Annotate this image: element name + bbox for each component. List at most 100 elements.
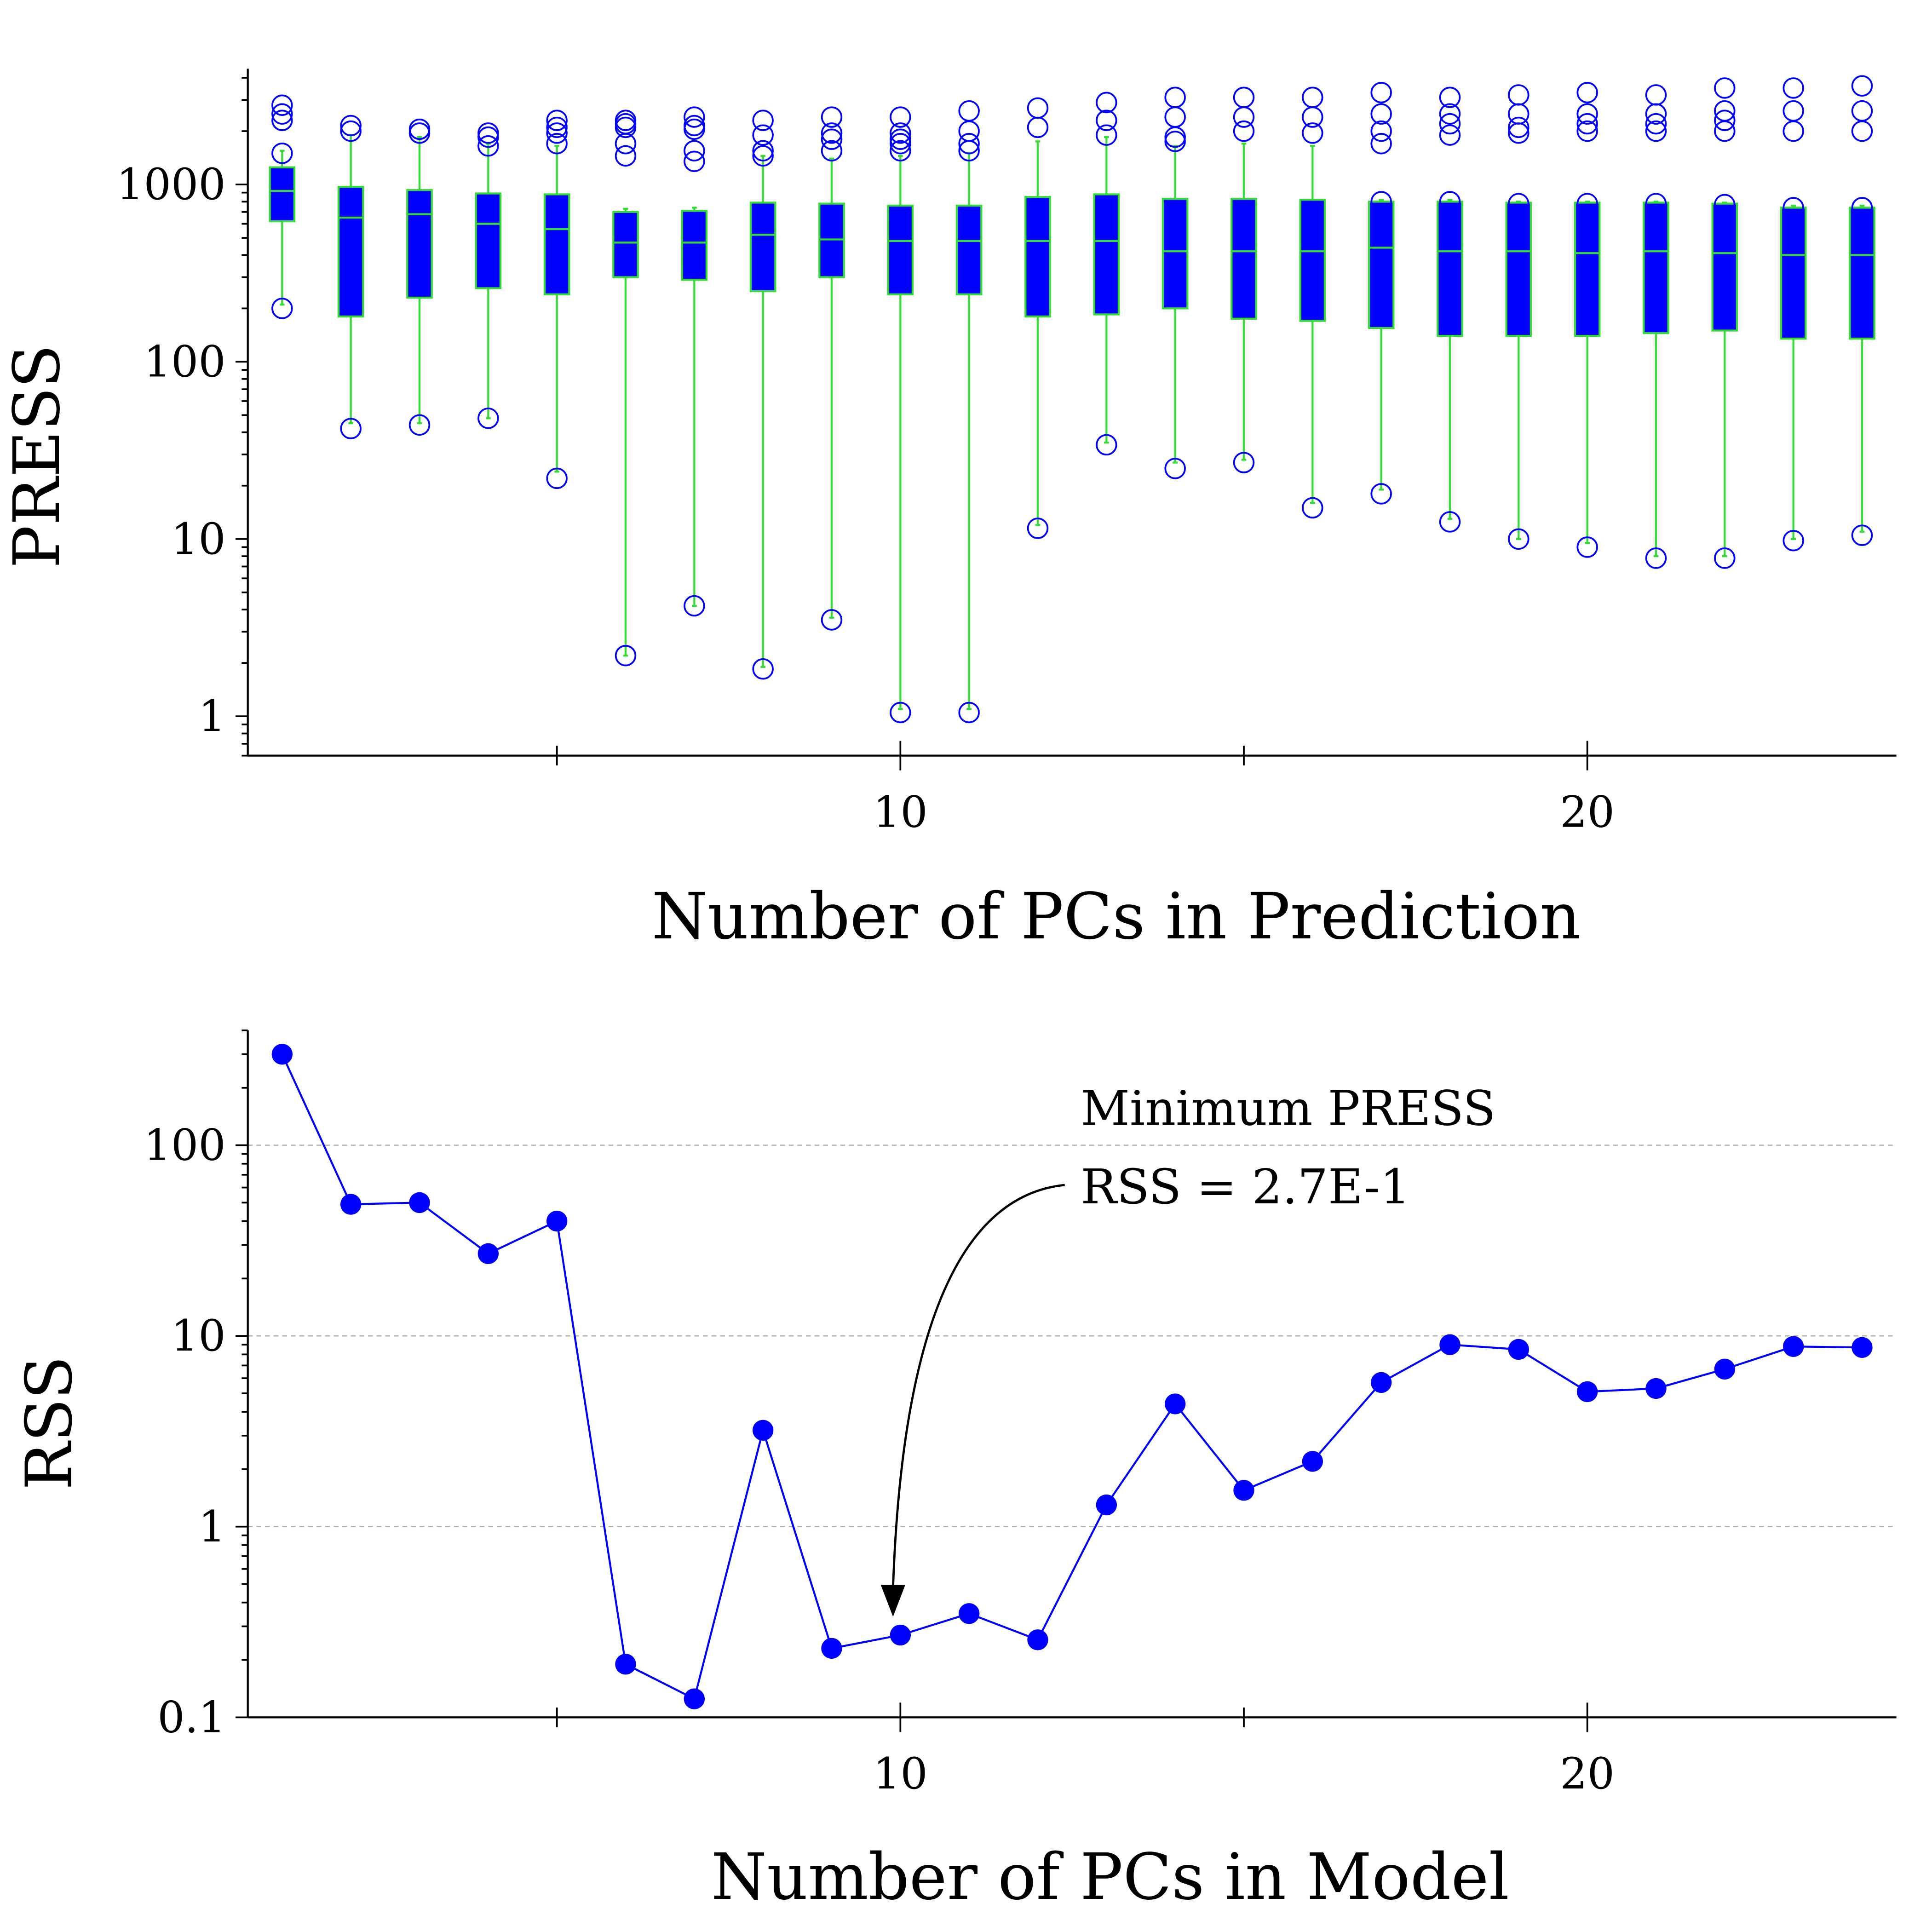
rss-point [1027, 1629, 1048, 1650]
outlier-point [1851, 197, 1873, 218]
box-17 [1368, 82, 1395, 505]
box-iqr [475, 192, 502, 289]
rss-point [1577, 1381, 1598, 1403]
outlier-point [408, 414, 431, 436]
outlier-point [684, 115, 705, 137]
outlier-point [1576, 536, 1598, 558]
rss-xlabel: Number of PCs in Model [711, 1840, 1509, 1914]
outlier-point [821, 106, 843, 128]
box-iqr [1505, 201, 1532, 337]
box-iqr [1574, 201, 1601, 337]
outlier-point [271, 298, 293, 319]
outlier-point [958, 133, 980, 155]
press-ytick-label: 10 [171, 514, 226, 564]
press-ylabel: PRESS [0, 345, 74, 568]
outlier-point [1782, 77, 1804, 99]
outlier-point [546, 133, 568, 155]
outlier-point [1576, 113, 1598, 135]
outlier-point [890, 133, 911, 155]
box-iqr [955, 204, 983, 296]
press-ytick-label: 1 [198, 691, 225, 742]
outlier-point [477, 122, 499, 144]
press-plot-area [269, 75, 1875, 724]
rss-xtick-label: 10 [873, 1749, 928, 1799]
outlier-point [1233, 86, 1255, 108]
box-1 [269, 94, 296, 319]
outlier-point [1302, 122, 1323, 144]
outlier-point [546, 116, 568, 138]
outlier-point [1439, 191, 1461, 213]
outlier-point [1645, 113, 1667, 135]
rss-xtick-label: 20 [1560, 1749, 1615, 1799]
outlier-point [1645, 193, 1667, 214]
outlier-point [1302, 86, 1323, 108]
outlier-point [1782, 120, 1804, 142]
box-iqr [749, 201, 776, 293]
outlier-point [1508, 116, 1530, 138]
annotation-arrow-curve [891, 1184, 1065, 1589]
outlier-point [752, 124, 774, 146]
box-2 [337, 115, 364, 439]
outlier-point [958, 702, 980, 724]
box-9 [818, 106, 845, 631]
box-6 [612, 109, 639, 667]
outlier-point [1851, 524, 1873, 546]
outlier-point [752, 140, 774, 161]
rss-point [340, 1194, 362, 1215]
rss-point [959, 1603, 980, 1624]
box-iqr [1780, 207, 1807, 340]
outlier-point [1096, 124, 1117, 146]
press-ytick-label: 1000 [116, 160, 226, 210]
outlier-point [1233, 120, 1255, 142]
box-iqr [1368, 201, 1395, 329]
outlier-point [1370, 191, 1392, 213]
outlier-point [546, 122, 568, 144]
box-23 [1780, 77, 1807, 552]
rss-point [1645, 1378, 1667, 1399]
outlier-point [1508, 528, 1530, 550]
outlier-point [477, 135, 499, 157]
box-3 [406, 118, 433, 436]
outlier-point [1027, 116, 1049, 138]
outlier-point [890, 702, 911, 724]
rss-point [1439, 1334, 1460, 1355]
outlier-point [1164, 86, 1186, 108]
outlier-point [1027, 518, 1049, 539]
box-iqr [269, 166, 296, 223]
rss-point [271, 1044, 293, 1065]
outlier-point [890, 122, 911, 144]
outlier-point [615, 109, 637, 131]
outlier-point [1370, 483, 1392, 505]
box-10 [887, 106, 914, 724]
rss-ylabel: RSS [12, 1356, 86, 1490]
outlier-point [1439, 113, 1461, 135]
outlier-point [684, 106, 705, 128]
outlier-point [1439, 511, 1461, 533]
outlier-point [890, 128, 911, 150]
outlier-point [821, 122, 843, 144]
outlier-point [271, 143, 293, 164]
box-15 [1230, 86, 1257, 473]
outlier-point [1714, 194, 1736, 216]
outlier-point [340, 120, 362, 142]
outlier-point [1782, 529, 1804, 552]
box-iqr [1643, 201, 1669, 334]
outlier-point [1370, 82, 1392, 104]
rss-point [1783, 1336, 1804, 1357]
outlier-point [340, 115, 362, 137]
press-xtick-label: 20 [1560, 787, 1615, 837]
box-16 [1299, 86, 1326, 519]
annotation: Minimum PRESS RSS = 2.7E-1 [880, 1080, 1495, 1617]
outlier-point [1576, 103, 1598, 125]
outlier-point [1164, 458, 1186, 479]
box-7 [681, 106, 708, 617]
box-iqr [1024, 196, 1051, 318]
box-5 [543, 109, 570, 489]
outlier-point [615, 645, 637, 667]
box-iqr [1093, 193, 1120, 316]
rss-point [1233, 1480, 1254, 1501]
outlier-point [1370, 103, 1392, 125]
outlier-point [1508, 122, 1530, 144]
outlier-point [1714, 547, 1736, 569]
